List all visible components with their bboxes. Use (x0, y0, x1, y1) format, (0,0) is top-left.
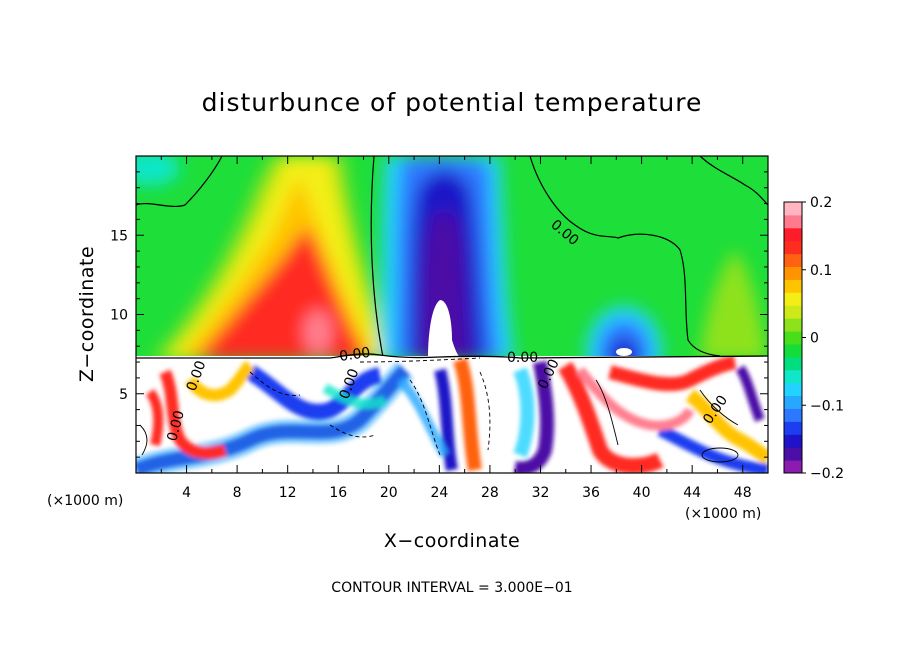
lower-band-9 (513, 367, 535, 458)
colorbar-swatch (784, 202, 802, 216)
warm-lobe-right (700, 250, 768, 357)
colorbar-swatch (784, 343, 802, 358)
lower-band-8 (514, 360, 555, 473)
colorbar-swatch (784, 460, 802, 474)
lower-band-11 (608, 356, 737, 392)
colorbar-swatch (784, 253, 802, 268)
colorbar-swatch (784, 369, 802, 384)
colorbar-swatch (784, 356, 802, 371)
x-tick-label: 24 (430, 485, 448, 501)
x-tick-label: 36 (582, 485, 600, 501)
colorbar-tick-label: −0.2 (810, 466, 844, 482)
colorbar-swatch (784, 447, 802, 461)
cool-left-tip (136, 156, 180, 186)
colorbar-tick-label: 0 (810, 331, 819, 347)
cold-dome-white (616, 348, 632, 356)
x-tick-label: 16 (329, 485, 347, 501)
colorbar-tick-label: 0.2 (810, 195, 832, 211)
y-tick-label: 5 (119, 387, 128, 403)
x-tick-label: 40 (633, 485, 651, 501)
lower-contour-dashed-2 (409, 379, 441, 456)
x-tick-label: 4 (182, 485, 191, 501)
cold-dome-mid (598, 320, 650, 357)
colorbar-swatch (784, 331, 802, 345)
cold-plume-white-core (428, 300, 460, 357)
x-tick-label: 12 (279, 485, 297, 501)
contour-label: 0.00 (338, 345, 371, 365)
colorbar-tick-label: 0.1 (810, 263, 832, 279)
colorbar-swatch (784, 305, 802, 319)
x-tick-label: 28 (481, 485, 499, 501)
lower-band-4 (159, 369, 227, 459)
heatmap-field: 0.00 0.00 0.00 0.00 0.00 0.00 0.00 0.00 (136, 156, 768, 473)
zero-contour-upper-right (529, 156, 721, 357)
y-axis: 5 10 15 (110, 171, 768, 458)
lower-band-5 (185, 360, 255, 402)
lower-contour-loop (701, 447, 739, 463)
lower-contour-dashed-3 (479, 371, 491, 451)
colorbar-swatch (784, 408, 802, 422)
lower-band-6 (453, 357, 482, 472)
warm-plume-core (304, 310, 332, 354)
y-tick-label: 10 (110, 308, 128, 324)
colorbar-swatch (784, 292, 802, 306)
lower-band-14 (576, 366, 695, 431)
colorbar-swatch (784, 266, 802, 280)
x-axis-label: X−coordinate (384, 530, 520, 552)
interface-contour-dashed (359, 357, 481, 363)
zero-contour-upper-mid (370, 156, 384, 357)
x-tick-label: 32 (532, 485, 550, 501)
colorbar-swatch (784, 434, 802, 448)
colorbar-swatch (784, 382, 802, 397)
lower-band-18 (145, 388, 164, 447)
lower-band-13 (657, 424, 768, 473)
colorbar-swatch (784, 240, 802, 255)
chart-title: disturbunce of potential temperature (202, 88, 703, 117)
lower-contour-solid-1 (595, 379, 619, 446)
lower-contour-dashed-4 (329, 424, 376, 438)
x-tick-label: 8 (233, 485, 242, 501)
lower-band-17 (735, 365, 765, 422)
colorbar-swatch (784, 279, 802, 293)
lower-band-10 (558, 361, 664, 473)
colorbar-swatch (784, 227, 802, 242)
lower-contour-solid-2 (699, 389, 739, 426)
lower-band-16 (322, 383, 388, 409)
x-unit-left: (×1000 m) (47, 493, 123, 509)
contour-label: 0.00 (507, 350, 538, 366)
colorbar-swatch (784, 395, 802, 409)
interface-contour (136, 353, 768, 359)
colorbar-swatch (784, 318, 802, 332)
lower-band-3 (245, 365, 383, 420)
lower-band-12 (685, 389, 768, 465)
x-tick-label: 44 (683, 485, 701, 501)
x-tick-label: 20 (380, 485, 398, 501)
contour-label: 0.00 (164, 409, 188, 443)
lower-contour-dashed-1 (249, 371, 301, 396)
colorbar-tick-label: −0.1 (810, 398, 844, 414)
y-axis-label: Z−coordinate (76, 246, 98, 382)
contour-interval-note: CONTOUR INTERVAL = 3.000E−01 (331, 580, 572, 596)
colorbar-swatch (784, 214, 802, 229)
x-unit-right: (×1000 m) (685, 506, 761, 522)
lower-band-15 (396, 376, 450, 458)
zero-contour-upper-far-right (699, 156, 768, 206)
lower-contour-solid-3 (139, 424, 148, 456)
x-axis: 4 8 12 16 20 24 28 32 36 40 44 48 (160, 156, 752, 501)
zero-contour-upper-left (136, 156, 223, 208)
y-tick-label: 15 (110, 228, 128, 244)
lower-band-7 (434, 368, 458, 472)
x-tick-label: 48 (734, 485, 752, 501)
colorbar: 0.2 0.1 0 −0.1 −0.2 (783, 195, 844, 482)
colorbar-swatch (784, 421, 802, 435)
